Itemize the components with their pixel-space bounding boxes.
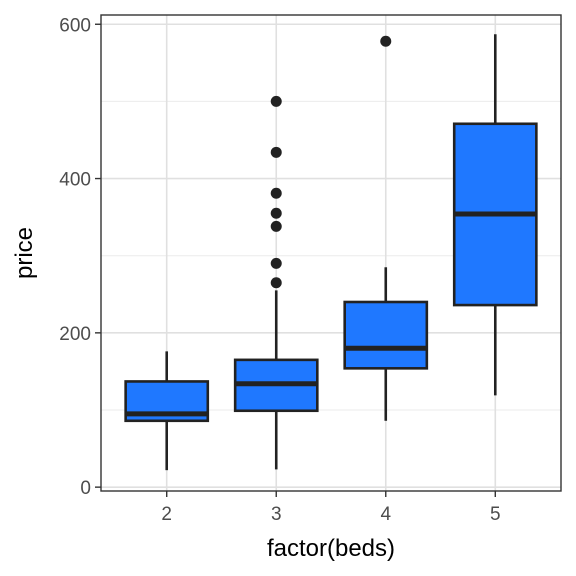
y-tick-label: 400 [59,170,91,191]
outlier-point [270,257,282,269]
plot-border [100,14,562,492]
box-group-5 [452,34,538,396]
box-group-2 [124,351,210,471]
x-axis-title: factor(beds) [267,535,395,562]
x-tick-label: 5 [490,504,501,525]
outlier-point [270,95,282,107]
x-tick-label: 3 [271,504,282,525]
boxes [124,34,538,471]
outlier-point [380,35,392,47]
outlier-point [270,146,282,158]
axes: 0 200 400 600 2 3 4 5 [59,15,500,525]
outlier-point [270,277,282,289]
box-iqr [343,300,429,370]
outlier-point [270,187,282,199]
y-tick-label: 600 [59,15,91,36]
y-tick-label: 200 [59,324,91,345]
y-axis-title: price [11,227,38,279]
outlier-point [270,220,282,232]
box-group-3 [233,95,319,470]
box-group-4 [343,35,429,421]
outlier-point [270,207,282,219]
x-tick-label: 2 [161,504,172,525]
y-tick-label: 0 [80,478,91,499]
x-tick-label: 4 [380,504,391,525]
